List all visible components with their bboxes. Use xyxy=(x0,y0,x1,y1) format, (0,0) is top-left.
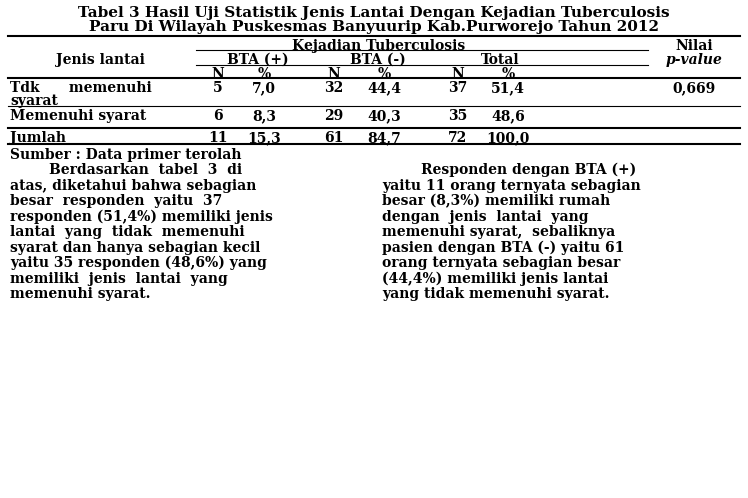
Text: %: % xyxy=(378,67,390,81)
Text: memenuhi syarat.: memenuhi syarat. xyxy=(10,287,150,301)
Text: 15,3: 15,3 xyxy=(247,131,281,145)
Text: Berdasarkan  tabel  3  di: Berdasarkan tabel 3 di xyxy=(10,163,242,177)
Text: Kejadian Tuberculosis: Kejadian Tuberculosis xyxy=(292,39,465,53)
Text: 72: 72 xyxy=(448,131,468,145)
Text: 44,4: 44,4 xyxy=(367,81,401,95)
Text: Jenis lantai: Jenis lantai xyxy=(55,53,144,67)
Text: Total: Total xyxy=(481,53,519,67)
Text: 61: 61 xyxy=(325,131,343,145)
Text: yaitu 11 orang ternyata sebagian: yaitu 11 orang ternyata sebagian xyxy=(382,178,641,193)
Text: 7,0: 7,0 xyxy=(252,81,276,95)
Text: yaitu 35 responden (48,6%) yang: yaitu 35 responden (48,6%) yang xyxy=(10,256,267,270)
Text: Tdk      memenuhi: Tdk memenuhi xyxy=(10,81,152,95)
Text: 84,7: 84,7 xyxy=(367,131,401,145)
Text: 5: 5 xyxy=(213,81,223,95)
Text: memiliki  jenis  lantai  yang: memiliki jenis lantai yang xyxy=(10,271,227,285)
Text: 48,6: 48,6 xyxy=(491,109,525,123)
Text: 29: 29 xyxy=(325,109,343,123)
Text: Sumber : Data primer terolah: Sumber : Data primer terolah xyxy=(10,148,242,162)
Text: Paru Di Wilayah Puskesmas Banyuurip Kab.Purworejo Tahun 2012: Paru Di Wilayah Puskesmas Banyuurip Kab.… xyxy=(89,20,659,34)
Text: Jumlah: Jumlah xyxy=(10,131,66,145)
Text: 100,0: 100,0 xyxy=(486,131,530,145)
Text: orang ternyata sebagian besar: orang ternyata sebagian besar xyxy=(382,256,620,270)
Text: %: % xyxy=(501,67,515,81)
Text: 6: 6 xyxy=(213,109,223,123)
Text: syarat dan hanya sebagian kecil: syarat dan hanya sebagian kecil xyxy=(10,241,260,254)
Text: pasien dengan BTA (-) yaitu 61: pasien dengan BTA (-) yaitu 61 xyxy=(382,241,625,255)
Text: 0,669: 0,669 xyxy=(672,81,716,95)
Text: 32: 32 xyxy=(325,81,343,95)
Text: dengan  jenis  lantai  yang: dengan jenis lantai yang xyxy=(382,210,589,224)
Text: 37: 37 xyxy=(448,81,468,95)
Text: 51,4: 51,4 xyxy=(491,81,525,95)
Text: Memenuhi syarat: Memenuhi syarat xyxy=(10,109,147,123)
Text: besar  responden  yaitu  37: besar responden yaitu 37 xyxy=(10,194,222,208)
Text: N: N xyxy=(212,67,224,81)
Text: Nilai: Nilai xyxy=(675,39,713,53)
Text: atas, diketahui bahwa sebagian: atas, diketahui bahwa sebagian xyxy=(10,178,257,193)
Text: yang tidak memenuhi syarat.: yang tidak memenuhi syarat. xyxy=(382,287,610,301)
Text: 11: 11 xyxy=(208,131,227,145)
Text: (44,4%) memiliki jenis lantai: (44,4%) memiliki jenis lantai xyxy=(382,271,608,286)
Text: p-value: p-value xyxy=(666,53,723,67)
Text: BTA (+): BTA (+) xyxy=(227,53,289,67)
Text: besar (8,3%) memiliki rumah: besar (8,3%) memiliki rumah xyxy=(382,194,610,208)
Text: 40,3: 40,3 xyxy=(367,109,401,123)
Text: 35: 35 xyxy=(448,109,468,123)
Text: N: N xyxy=(328,67,340,81)
Text: %: % xyxy=(257,67,271,81)
Text: syarat: syarat xyxy=(10,94,58,108)
Text: Tabel 3 Hasil Uji Statistik Jenis Lantai Dengan Kejadian Tuberculosis: Tabel 3 Hasil Uji Statistik Jenis Lantai… xyxy=(79,6,669,20)
Text: Responden dengan BTA (+): Responden dengan BTA (+) xyxy=(382,163,637,177)
Text: memenuhi syarat,  sebaliknya: memenuhi syarat, sebaliknya xyxy=(382,225,616,239)
Text: BTA (-): BTA (-) xyxy=(350,53,406,67)
Text: N: N xyxy=(452,67,465,81)
Text: responden (51,4%) memiliki jenis: responden (51,4%) memiliki jenis xyxy=(10,210,273,224)
Text: lantai  yang  tidak  memenuhi: lantai yang tidak memenuhi xyxy=(10,225,245,239)
Text: 8,3: 8,3 xyxy=(252,109,276,123)
